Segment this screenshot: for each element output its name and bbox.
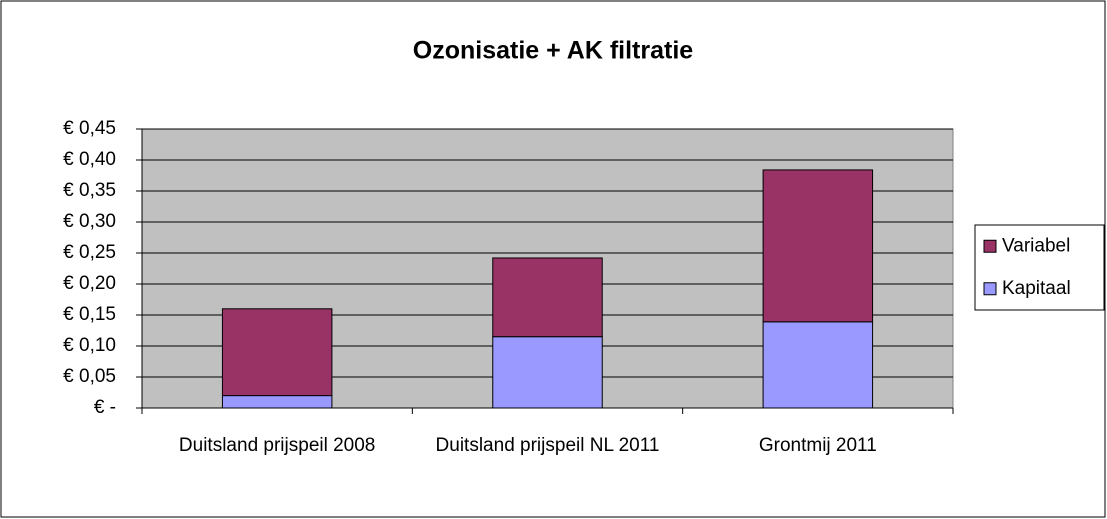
y-tick-label: € 0,45: [63, 118, 116, 139]
y-tick-label: € 0,30: [63, 211, 116, 232]
bar-segment: [762, 169, 874, 323]
legend-swatch: [983, 239, 997, 253]
y-tick-label: € 0,25: [63, 242, 116, 263]
bar-segment: [492, 336, 603, 409]
x-tick-label: Duitsland prijspeil 2008: [178, 435, 376, 456]
bar-segment: [762, 321, 874, 409]
y-tick-label: € 0,10: [63, 335, 116, 356]
x-tick-label: Grontmij 2011: [758, 435, 877, 456]
y-tick-label: € 0,20: [63, 273, 116, 294]
legend-label: Variabel: [1002, 235, 1070, 256]
legend-swatch: [983, 282, 997, 296]
bar-segment: [221, 395, 333, 409]
bar-segment: [221, 308, 333, 397]
legend-box: [974, 224, 1105, 311]
y-tick-label: € -: [94, 397, 116, 418]
x-tick-label: Duitsland prijspeil NL 2011: [435, 435, 660, 456]
bar-segment: [492, 257, 603, 338]
chart-title: Ozonisatie + AK filtratie: [413, 37, 693, 65]
y-tick-label: € 0,40: [63, 149, 116, 170]
y-tick-label: € 0,35: [63, 180, 116, 201]
legend-label: Kapitaal: [1002, 278, 1071, 299]
y-tick-label: € 0,05: [63, 366, 116, 387]
y-tick-label: € 0,15: [63, 304, 116, 325]
